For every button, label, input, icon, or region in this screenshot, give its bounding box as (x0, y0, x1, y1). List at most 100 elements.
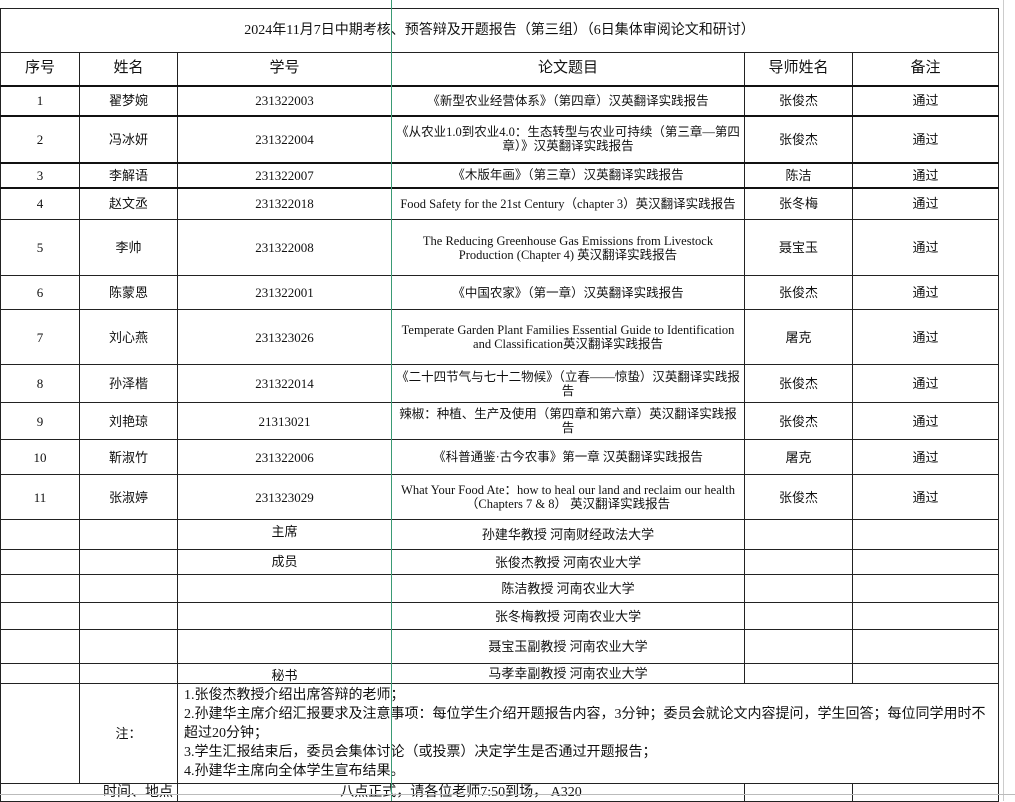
thesis-title[interactable]: 《科普通鉴·古今农事》第一章 汉英翻译实践报告 (391, 439, 745, 475)
empty-cell[interactable] (79, 629, 178, 664)
committee-member[interactable]: 张俊杰教授 河南农业大学 (391, 549, 745, 575)
empty-cell[interactable] (0, 519, 80, 550)
empty-cell[interactable] (851, 549, 1000, 575)
empty-cell[interactable] (79, 519, 178, 550)
student-id[interactable]: 21313021 (177, 402, 392, 440)
committee-role[interactable]: 主席 (177, 519, 392, 550)
time-place-value[interactable]: 八点正式，请各位老师7:50到场， A320 (177, 783, 745, 802)
advisor-name[interactable]: 张俊杰 (744, 84, 853, 116)
result-note[interactable]: 通过 (851, 364, 1000, 403)
empty-cell[interactable] (851, 783, 1000, 802)
empty-cell[interactable] (744, 629, 853, 664)
empty-cell[interactable] (0, 629, 80, 664)
row-number[interactable]: 5 (0, 219, 80, 276)
student-id[interactable]: 231322018 (177, 186, 392, 220)
student-name[interactable]: 李帅 (79, 219, 178, 276)
committee-role[interactable]: 成员 (177, 549, 392, 575)
empty-cell[interactable] (79, 602, 178, 630)
sheet-title[interactable]: 2024年11月7日中期考核、预答辩及开题报告（第三组）（6日集体审阅论文和研讨… (0, 8, 1000, 53)
student-name[interactable]: 李解语 (79, 161, 178, 188)
thesis-title[interactable]: 《从农业1.0到农业4.0：生态转型与农业可持续（第三章—第四章）》汉英翻译实践… (391, 114, 745, 163)
row-number[interactable]: 6 (0, 275, 80, 310)
empty-cell[interactable] (744, 549, 853, 575)
empty-cell[interactable] (744, 602, 853, 630)
advisor-name[interactable]: 屠克 (744, 439, 853, 475)
student-name[interactable]: 翟梦婉 (79, 84, 178, 116)
advisor-name[interactable]: 陈洁 (744, 161, 853, 188)
empty-cell[interactable] (851, 602, 1000, 630)
advisor-name[interactable]: 张俊杰 (744, 114, 853, 163)
empty-cell[interactable] (744, 783, 853, 802)
empty-cell[interactable] (0, 663, 80, 684)
empty-cell[interactable] (851, 663, 1000, 684)
thesis-title[interactable]: What Your Food Ate：how to heal our land … (391, 474, 745, 520)
result-note[interactable]: 通过 (851, 114, 1000, 163)
student-name[interactable]: 靳淑竹 (79, 439, 178, 475)
committee-role[interactable] (177, 629, 392, 664)
student-id[interactable]: 231322008 (177, 219, 392, 276)
row-number[interactable]: 8 (0, 364, 80, 403)
empty-cell[interactable] (79, 663, 178, 684)
student-id[interactable]: 231322004 (177, 114, 392, 163)
empty-cell[interactable] (79, 549, 178, 575)
student-name[interactable]: 刘心燕 (79, 309, 178, 365)
thesis-title[interactable]: Food Safety for the 21st Century（chapter… (391, 186, 745, 220)
student-id[interactable]: 231323029 (177, 474, 392, 520)
row-number[interactable]: 10 (0, 439, 80, 475)
student-name[interactable]: 陈蒙恩 (79, 275, 178, 310)
student-id[interactable]: 231323026 (177, 309, 392, 365)
empty-cell[interactable] (851, 574, 1000, 603)
result-note[interactable]: 通过 (851, 84, 1000, 116)
header-no[interactable]: 序号 (0, 52, 80, 86)
advisor-name[interactable]: 张冬梅 (744, 186, 853, 220)
header-advisor[interactable]: 导师姓名 (744, 52, 853, 86)
time-place-label[interactable]: 时间、地点 (0, 783, 178, 802)
student-id[interactable]: 231322014 (177, 364, 392, 403)
empty-cell[interactable] (851, 629, 1000, 664)
advisor-name[interactable]: 聂宝玉 (744, 219, 853, 276)
thesis-title[interactable]: The Reducing Greenhouse Gas Emissions fr… (391, 219, 745, 276)
thesis-title[interactable]: Temperate Garden Plant Families Essentia… (391, 309, 745, 365)
empty-cell[interactable] (851, 519, 1000, 550)
empty-cell[interactable] (0, 602, 80, 630)
notes-label[interactable]: 注： (79, 683, 178, 784)
advisor-name[interactable]: 屠克 (744, 309, 853, 365)
advisor-name[interactable]: 张俊杰 (744, 364, 853, 403)
student-name[interactable]: 孙泽楷 (79, 364, 178, 403)
row-number[interactable]: 9 (0, 402, 80, 440)
header-name[interactable]: 姓名 (79, 52, 178, 86)
student-name[interactable]: 赵文丞 (79, 186, 178, 220)
result-note[interactable]: 通过 (851, 474, 1000, 520)
empty-cell[interactable] (0, 549, 80, 575)
committee-role[interactable]: 秘书 (177, 663, 392, 684)
advisor-name[interactable]: 张俊杰 (744, 275, 853, 310)
result-note[interactable]: 通过 (851, 309, 1000, 365)
result-note[interactable]: 通过 (851, 439, 1000, 475)
row-number[interactable]: 7 (0, 309, 80, 365)
student-name[interactable]: 刘艳琼 (79, 402, 178, 440)
result-note[interactable]: 通过 (851, 161, 1000, 188)
committee-member[interactable]: 聂宝玉副教授 河南农业大学 (391, 629, 745, 664)
row-number[interactable]: 1 (0, 84, 80, 116)
empty-cell[interactable] (744, 519, 853, 550)
empty-cell[interactable] (744, 663, 853, 684)
committee-member[interactable]: 陈洁教授 河南农业大学 (391, 574, 745, 603)
header-id[interactable]: 学号 (177, 52, 392, 86)
empty-cell[interactable] (79, 574, 178, 603)
thesis-title[interactable]: 《二十四节气与七十二物候》（立春——惊蛰）汉英翻译实践报告 (391, 364, 745, 403)
committee-member[interactable]: 马孝幸副教授 河南农业大学 (391, 663, 745, 684)
thesis-title[interactable]: 《木版年画》（第三章）汉英翻译实践报告 (391, 161, 745, 188)
notes-cell[interactable]: 1.张俊杰教授介绍出席答辩的老师； 2.孙建华主席介绍汇报要求及注意事项：每位学… (176, 683, 1000, 784)
thesis-title[interactable]: 辣椒：种植、生产及使用（第四章和第六章）英汉翻译实践报告 (391, 402, 745, 440)
committee-role[interactable] (177, 602, 392, 630)
student-id[interactable]: 231322006 (177, 439, 392, 475)
empty-cell[interactable] (744, 574, 853, 603)
thesis-title[interactable]: 《中国农家》（第一章）汉英翻译实践报告 (391, 275, 745, 310)
student-id[interactable]: 231322007 (177, 161, 392, 188)
result-note[interactable]: 通过 (851, 186, 1000, 220)
advisor-name[interactable]: 张俊杰 (744, 402, 853, 440)
empty-cell[interactable] (0, 683, 80, 784)
committee-role[interactable] (177, 574, 392, 603)
thesis-title[interactable]: 《新型农业经营体系》（第四章）汉英翻译实践报告 (391, 84, 745, 116)
result-note[interactable]: 通过 (851, 402, 1000, 440)
